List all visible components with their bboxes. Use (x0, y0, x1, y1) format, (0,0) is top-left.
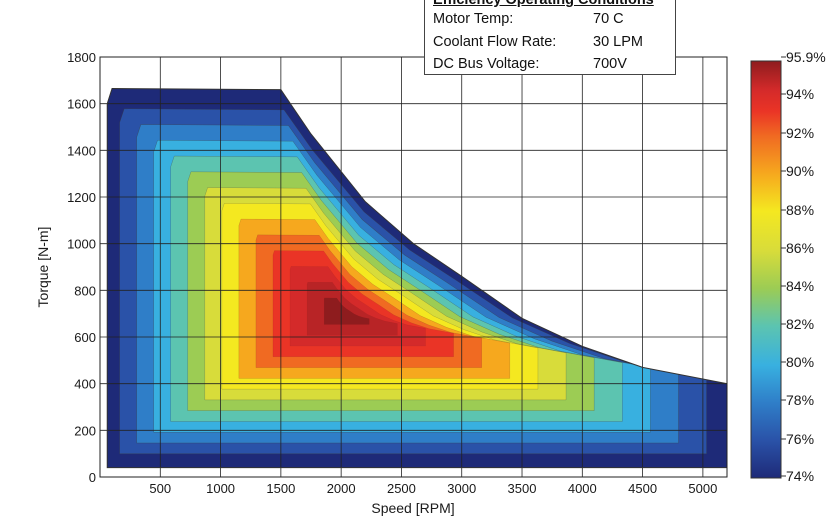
plot-frame (99, 56, 728, 478)
condition-row-dc-bus-voltage: DC Bus Voltage: 700V (433, 56, 673, 76)
condition-value: 700V (593, 56, 627, 72)
y-tick-label: 1000 (67, 237, 96, 252)
y-tick-label: 1600 (67, 97, 96, 112)
x-tick-label: 2500 (387, 481, 416, 496)
colorbar-tick-label: 84% (786, 278, 814, 294)
x-tick-label: 4000 (568, 481, 597, 496)
y-tick-labels: 0 200 400 600 800 1000 1200 1400 1600 1800 (67, 50, 96, 485)
efficiency-contours (107, 88, 727, 468)
colorbar-tick-label: 92% (786, 125, 814, 141)
condition-value: 70 C (593, 11, 624, 27)
condition-label: Motor Temp: (433, 11, 514, 27)
y-tick-label: 200 (74, 423, 96, 438)
x-tick-label: 2000 (327, 481, 356, 496)
x-tick-label: 3500 (508, 481, 537, 496)
colorbar-tick-label: 80% (786, 354, 814, 370)
colorbar-tick-label: 74% (786, 468, 814, 484)
condition-label: DC Bus Voltage: (433, 56, 540, 72)
y-tick-label: 1200 (67, 190, 96, 205)
y-tick-label: 1800 (67, 50, 96, 65)
colorbar (750, 60, 782, 479)
x-axis-label: Speed [RPM] (371, 500, 454, 516)
colorbar-tick-label: 82% (786, 316, 814, 332)
conditions-title: Efficiency Operating Conditions (433, 0, 654, 8)
colorbar-tick-label: 95.9% (786, 49, 826, 65)
y-tick-label: 600 (74, 330, 96, 345)
colorbar-tick-label: 88% (786, 202, 814, 218)
efficiency-band (324, 297, 370, 325)
x-tick-label: 3000 (447, 481, 476, 496)
y-tick-label: 1400 (67, 143, 96, 158)
colorbar-tick-labels: 95.9% 94% 92% 90% 88% 86% 84% 82% 80% 78% 76% 74% (781, 49, 826, 484)
condition-label: Coolant Flow Rate: (433, 34, 557, 50)
x-tick-label: 5000 (688, 481, 717, 496)
colorbar-tick-label: 76% (786, 431, 814, 447)
x-tick-label: 1500 (266, 481, 295, 496)
condition-value: 30 LPM (593, 34, 643, 50)
torque-envelope (106, 87, 728, 469)
condition-row-coolant-flow: Coolant Flow Rate: 30 LPM (433, 34, 673, 54)
operating-conditions-box: Efficiency Operating Conditions Motor Te… (424, 0, 676, 75)
colorbar-tick-label: 90% (786, 163, 814, 179)
y-tick-label: 800 (74, 283, 96, 298)
colorbar-tick-label: 94% (786, 86, 814, 102)
x-tick-label: 4500 (628, 481, 657, 496)
x-tick-label: 1000 (206, 481, 235, 496)
colorbar-tick-label: 86% (786, 240, 814, 256)
x-tick-labels: 500 1000 1500 2000 2500 3000 3500 4000 4500 5000 (149, 481, 717, 496)
colorbar-tick-label: 78% (786, 392, 814, 408)
y-tick-label: 400 (74, 377, 96, 392)
x-tick-label: 500 (149, 481, 171, 496)
condition-row-motor-temp: Motor Temp: 70 C (433, 11, 673, 31)
y-axis-label: Torque [N-m] (35, 227, 51, 308)
y-tick-label: 0 (89, 470, 96, 485)
